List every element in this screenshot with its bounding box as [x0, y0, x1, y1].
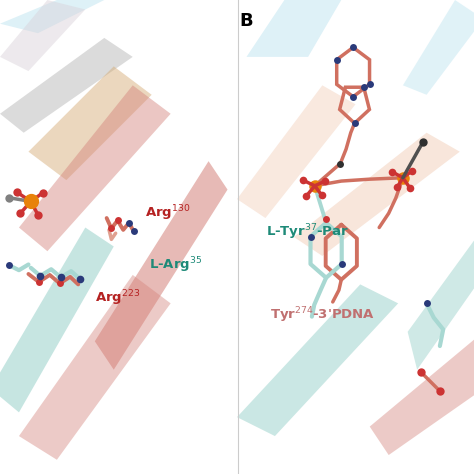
Text: L-Tyr$^{37}$-Par: L-Tyr$^{37}$-Par [266, 222, 349, 242]
Polygon shape [246, 0, 341, 57]
Polygon shape [408, 228, 474, 370]
Text: Arg$^{130}$: Arg$^{130}$ [145, 203, 190, 223]
Text: Tyr$^{274}$-3'PDNA: Tyr$^{274}$-3'PDNA [270, 305, 375, 325]
Polygon shape [237, 85, 356, 218]
Text: L-Arg$^{35}$: L-Arg$^{35}$ [149, 255, 202, 275]
Polygon shape [403, 0, 474, 95]
Polygon shape [19, 275, 171, 460]
Polygon shape [0, 38, 133, 133]
Text: B: B [239, 12, 253, 30]
Text: Arg$^{223}$: Arg$^{223}$ [95, 289, 140, 309]
Polygon shape [0, 228, 114, 412]
Polygon shape [294, 133, 460, 256]
Polygon shape [95, 161, 228, 370]
Polygon shape [28, 66, 152, 180]
Polygon shape [19, 85, 171, 251]
Polygon shape [237, 284, 398, 436]
Polygon shape [0, 0, 85, 71]
Polygon shape [0, 0, 104, 33]
Polygon shape [370, 332, 474, 455]
